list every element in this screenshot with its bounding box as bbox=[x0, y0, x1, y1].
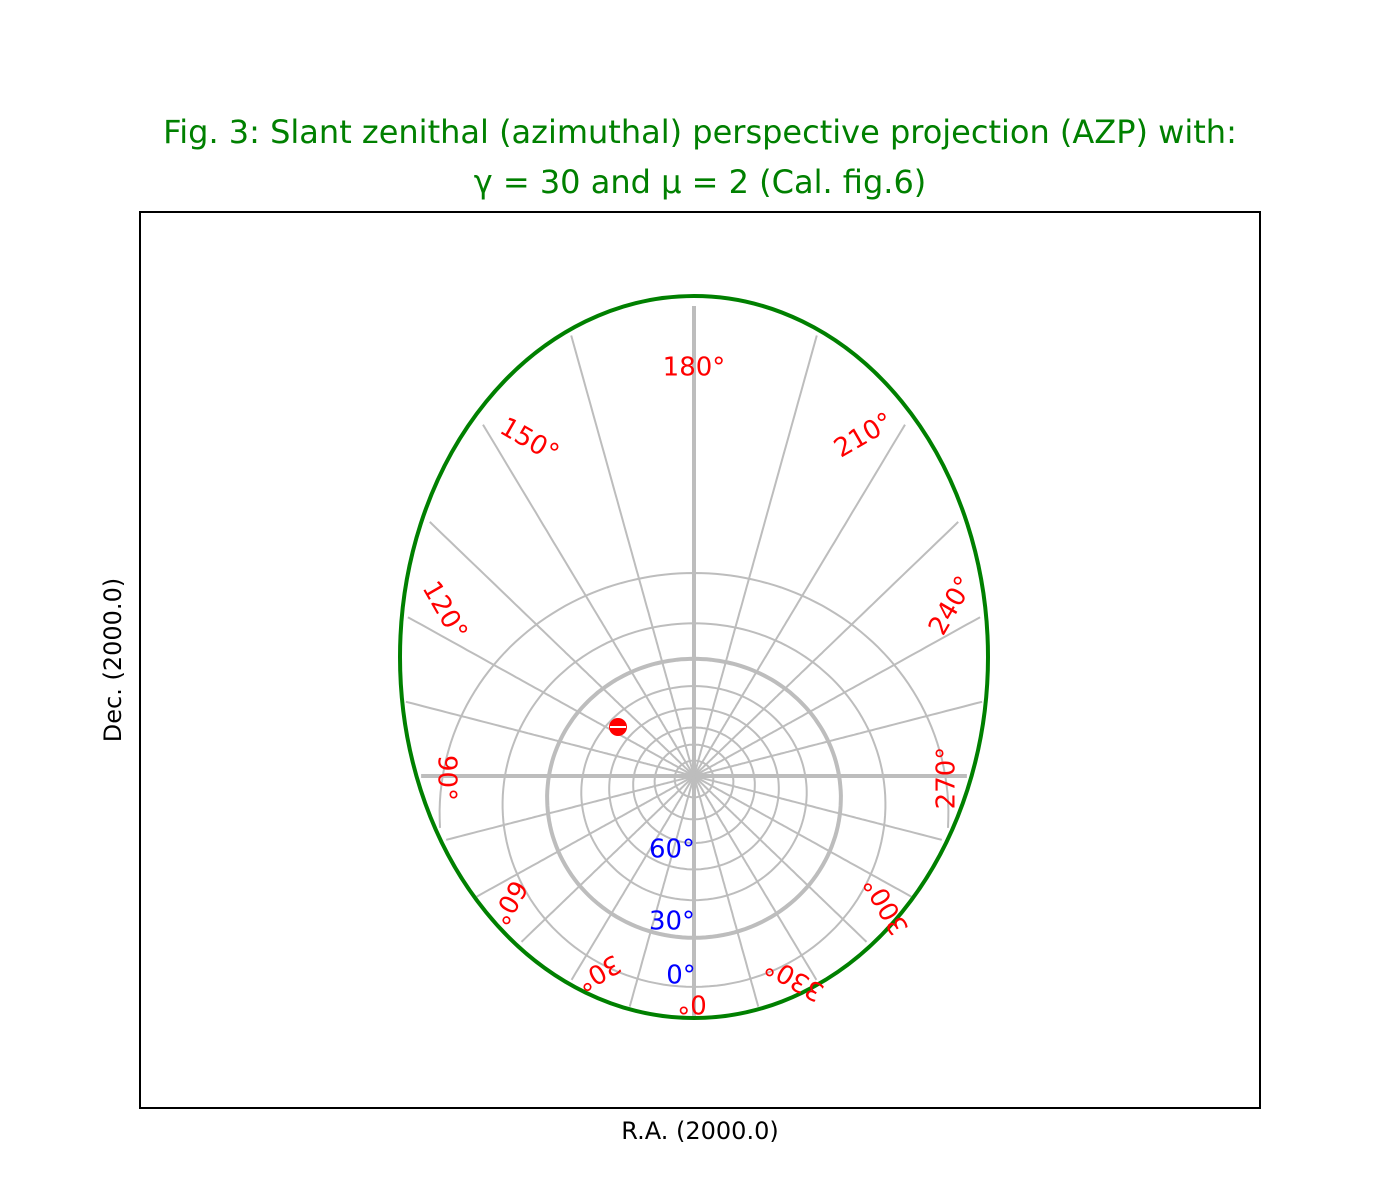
ra-meridian bbox=[693, 521, 959, 777]
ra-label: 270° bbox=[932, 747, 962, 810]
ra-label: 0° bbox=[677, 989, 707, 1019]
figure-title-line-1: Fig. 3: Slant zenithal (azimuthal) persp… bbox=[163, 113, 1237, 151]
axes-frame bbox=[139, 211, 1261, 1109]
ra-meridian bbox=[405, 700, 695, 777]
x-axis-label: R.A. (2000.0) bbox=[621, 1117, 779, 1145]
ra-meridian bbox=[693, 616, 981, 777]
dec-label: 0° bbox=[666, 961, 696, 991]
ra-meridian bbox=[693, 775, 943, 841]
ra-meridian bbox=[693, 775, 760, 1007]
ra-meridian bbox=[570, 335, 695, 777]
y-axis-label: Dec. (2000.0) bbox=[99, 577, 127, 743]
ra-label: 120° bbox=[416, 576, 473, 645]
ra-label: 90° bbox=[432, 755, 462, 801]
projection-border bbox=[398, 294, 990, 1020]
ra-meridian bbox=[693, 700, 983, 777]
position-marker bbox=[609, 718, 627, 736]
ra-meridian bbox=[429, 521, 695, 777]
ra-meridian bbox=[482, 424, 695, 777]
dec-labels: 0° 30° 60° bbox=[649, 835, 696, 991]
ra-meridian bbox=[570, 775, 695, 981]
dec-label: 30° bbox=[649, 907, 695, 937]
ra-meridian bbox=[628, 775, 695, 1007]
ra-meridian bbox=[693, 335, 818, 777]
ra-meridian bbox=[445, 775, 695, 841]
ra-label: 210° bbox=[829, 407, 898, 464]
ra-label: 180° bbox=[663, 353, 726, 383]
ra-meridian bbox=[693, 424, 906, 777]
graticule bbox=[405, 306, 983, 1016]
ra-meridian bbox=[693, 775, 912, 898]
ra-meridian bbox=[693, 775, 818, 981]
ra-meridian bbox=[693, 775, 868, 943]
ra-label: 240° bbox=[923, 571, 980, 640]
ra-meridian bbox=[476, 775, 695, 898]
dec-label: 60° bbox=[649, 835, 695, 865]
figure-title-line-2: γ = 30 and μ = 2 (Cal. fig.6) bbox=[473, 163, 927, 201]
ra-meridian bbox=[520, 775, 695, 943]
